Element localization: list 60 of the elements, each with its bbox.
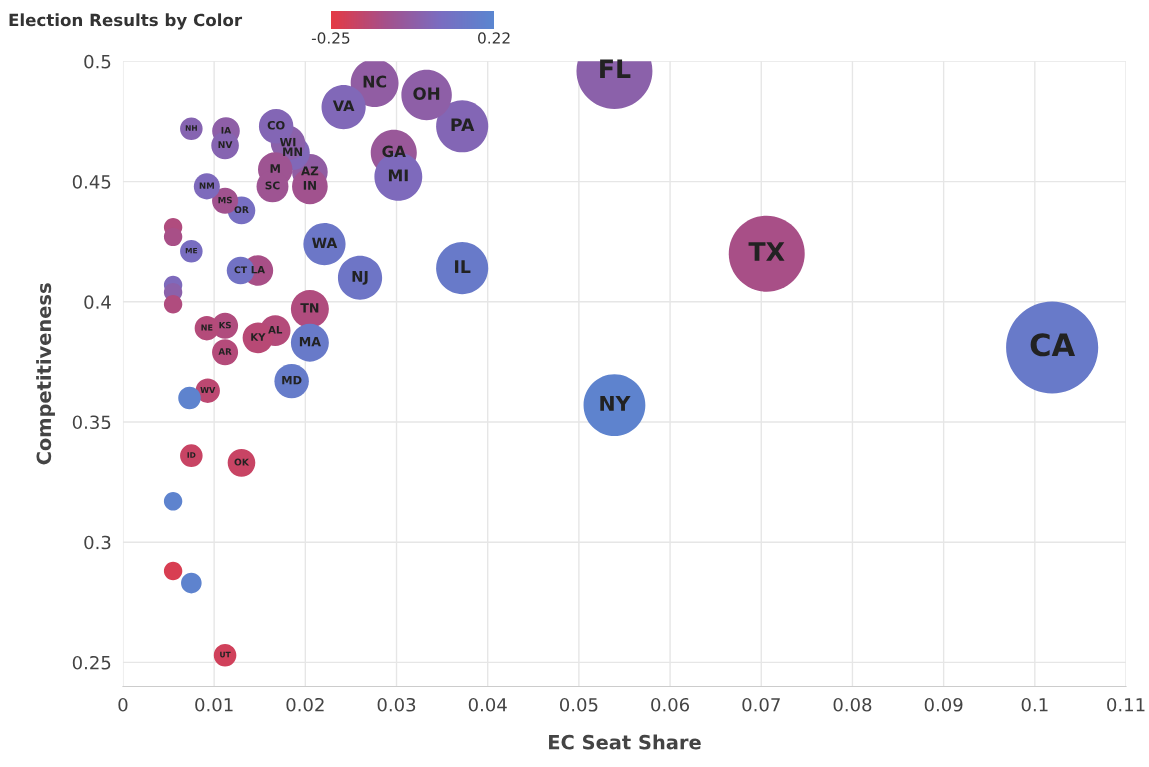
x-tick-label: 0.09 xyxy=(924,697,963,712)
y-axis-title: Competitiveness xyxy=(36,283,55,465)
annotation: WI xyxy=(279,137,296,147)
color-bar-label: -0.25 xyxy=(311,32,350,44)
annotation: FL xyxy=(600,59,631,78)
color-bar-label: 0.22 xyxy=(478,32,510,44)
annotation: SC xyxy=(265,181,280,190)
annotation: NV xyxy=(218,141,233,149)
annotation: AL xyxy=(268,326,283,334)
x-tick-label: 0.1 xyxy=(1021,697,1048,712)
annotation: NE xyxy=(201,324,213,331)
annotation: NM xyxy=(199,182,214,189)
annotation: VA xyxy=(332,100,355,112)
annotation: CT xyxy=(234,266,248,274)
annotation: KS xyxy=(219,321,231,329)
x-tick-label: 0.11 xyxy=(1107,697,1145,712)
y-tick-label: 0.3 xyxy=(84,535,111,550)
x-tick-label: 0.04 xyxy=(468,697,507,712)
annotation: MS xyxy=(218,196,232,204)
y-tick-label: 0.5 xyxy=(84,54,111,69)
annotation: AZ xyxy=(301,166,319,176)
y-tick-label: 0.4 xyxy=(84,295,111,309)
annotation: WV xyxy=(200,387,216,393)
y-tick-label: 0.45 xyxy=(72,175,111,189)
y-tick-label: 0.25 xyxy=(72,655,111,670)
x-tick-label: 0.03 xyxy=(377,697,416,712)
x-tick-label: 0.07 xyxy=(742,697,780,712)
color-bar-title: Election Results by Color xyxy=(9,13,243,30)
annotation: OR xyxy=(234,206,249,214)
annotation: LA xyxy=(251,265,265,274)
annotation: PA xyxy=(451,118,475,132)
x-tick-label: 0.01 xyxy=(195,697,233,712)
annotation: MD xyxy=(282,375,302,385)
annotation: NY xyxy=(600,395,631,411)
annotation: GA xyxy=(382,145,406,158)
annotation: AR xyxy=(218,348,232,355)
annotation: TX xyxy=(748,242,785,261)
x-tick-label: 0.05 xyxy=(559,697,598,712)
annotation: MN xyxy=(283,147,302,156)
x-tick-label: 0 xyxy=(118,697,128,712)
annotation: IL xyxy=(455,260,471,273)
annotation: IA xyxy=(221,126,232,134)
annotation: CO xyxy=(267,120,285,130)
annotation: IN xyxy=(303,181,316,190)
annotation: MI xyxy=(388,169,408,182)
annotation: CA xyxy=(1030,333,1076,357)
annotation: OK xyxy=(234,458,250,466)
x-axis-title: EC Seat Share xyxy=(549,734,701,750)
x-tick-label: 0.08 xyxy=(833,697,872,712)
annotation: KY xyxy=(251,333,266,341)
y-tick-label: 0.35 xyxy=(72,415,111,430)
annotation: WA xyxy=(312,237,338,248)
annotation: NJ xyxy=(352,271,368,285)
annotation: OH xyxy=(413,87,440,100)
annotation: MA xyxy=(299,336,321,347)
x-tick-label: 0.02 xyxy=(286,697,324,712)
annotation: M xyxy=(270,164,280,173)
x-tick-label: 0.06 xyxy=(651,697,690,712)
annotation: TN xyxy=(300,303,319,313)
annotation: NC xyxy=(363,75,387,88)
